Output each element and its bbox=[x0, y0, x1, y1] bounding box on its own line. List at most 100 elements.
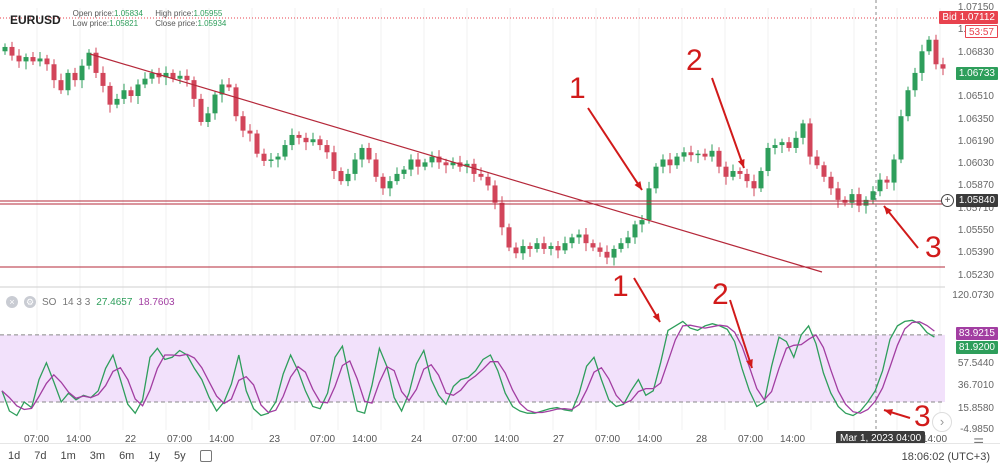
candle-body bbox=[716, 150, 722, 167]
oscillator-params: 14 3 3 bbox=[62, 296, 91, 308]
candle-body bbox=[555, 246, 561, 251]
stochastic-d-line bbox=[1, 321, 935, 414]
period-selector: 1d 7d 1m 3m 6m 1y 5y bbox=[8, 450, 212, 462]
period-6m[interactable]: 6m bbox=[119, 450, 135, 462]
countdown-tag: 53:57 bbox=[964, 25, 998, 38]
period-1m[interactable]: 1m bbox=[60, 450, 76, 462]
candle-body bbox=[660, 159, 666, 167]
candle-body bbox=[933, 39, 939, 65]
arrow-3-top-head bbox=[884, 206, 892, 215]
candle-body bbox=[926, 39, 932, 52]
candle-body bbox=[604, 251, 610, 258]
candle-body bbox=[478, 173, 484, 177]
scroll-right-button[interactable]: › bbox=[932, 412, 952, 432]
candle-body bbox=[793, 137, 799, 148]
candle-body bbox=[135, 84, 141, 97]
candle-body bbox=[317, 139, 323, 146]
trend-line bbox=[89, 53, 823, 273]
candle-body bbox=[149, 72, 155, 79]
crosshair-price-tag: 1.05840 bbox=[955, 194, 998, 207]
candle-body bbox=[730, 171, 736, 177]
oscillator-k-value: 27.4657 bbox=[96, 296, 133, 308]
arrow-2-bottom-head bbox=[746, 359, 753, 368]
crosshair-plus-icon[interactable]: + bbox=[941, 194, 954, 207]
period-1y[interactable]: 1y bbox=[148, 450, 160, 462]
price-tick-label: 1.06350 bbox=[957, 113, 994, 125]
candle-body bbox=[16, 55, 22, 62]
candle-body bbox=[219, 84, 225, 95]
period-7d[interactable]: 7d bbox=[34, 450, 47, 462]
price-tick-label: 1.07150 bbox=[957, 2, 994, 13]
candle-body bbox=[72, 72, 78, 81]
price-tick-label: 1.05390 bbox=[957, 247, 994, 259]
candle-body bbox=[891, 159, 897, 183]
candle-body bbox=[247, 130, 253, 134]
candle-body bbox=[324, 145, 330, 153]
period-3m[interactable]: 3m bbox=[89, 450, 106, 462]
candle-body bbox=[464, 163, 470, 167]
low-label: Low price: bbox=[72, 19, 110, 28]
price-tick-label: 1.06190 bbox=[957, 135, 994, 147]
candle-body bbox=[205, 113, 211, 122]
candle-body bbox=[527, 246, 533, 249]
symbol-name[interactable]: EURUSD bbox=[10, 13, 61, 27]
annotation-2-top: 2 bbox=[686, 44, 703, 77]
candle-body bbox=[821, 165, 827, 177]
candle-body bbox=[373, 159, 379, 177]
clock: 18:06:02 (UTC+3) bbox=[901, 451, 990, 463]
stochastic-k-line bbox=[1, 319, 935, 417]
close-icon[interactable]: × bbox=[6, 296, 18, 308]
price-tick-label: 1.05710 bbox=[957, 202, 994, 214]
oscillator-d-value: 18.7603 bbox=[138, 296, 175, 308]
candle-body bbox=[163, 72, 169, 78]
candle-body bbox=[562, 243, 568, 251]
time-tick-label: 22 bbox=[125, 434, 137, 445]
candle-body bbox=[597, 247, 603, 252]
candle-body bbox=[114, 98, 120, 105]
candlestick-series bbox=[2, 34, 946, 266]
candle-body bbox=[408, 159, 414, 170]
time-tick-label: 14:00 bbox=[637, 434, 663, 445]
candle-body bbox=[814, 156, 820, 166]
candle-body bbox=[198, 98, 204, 122]
candle-body bbox=[79, 65, 85, 81]
period-1d[interactable]: 1d bbox=[8, 450, 21, 462]
candle-body bbox=[44, 58, 50, 65]
annotation-2-bottom: 2 bbox=[712, 278, 729, 311]
stochastic-oscillator bbox=[1, 319, 935, 417]
oscillator-k-tag: 81.9200 bbox=[955, 341, 998, 354]
time-tick-label: 07:00 bbox=[167, 434, 193, 445]
arrow-3-top bbox=[883, 205, 919, 249]
candle-body bbox=[296, 134, 302, 138]
time-tick-label: 07:00 bbox=[452, 434, 478, 445]
period-5y[interactable]: 5y bbox=[173, 450, 186, 462]
annotation-3-top: 3 bbox=[925, 231, 942, 264]
candle-body bbox=[436, 156, 442, 163]
candle-body bbox=[51, 64, 57, 81]
arrow-1-bottom-head bbox=[652, 313, 660, 322]
calendar-icon[interactable] bbox=[199, 450, 212, 462]
candle-body bbox=[758, 171, 764, 189]
time-tick-label: 14:00 bbox=[922, 434, 948, 445]
chart-header: EURUSD Open price:1.05834 Low price:1.05… bbox=[10, 9, 236, 29]
candle-body bbox=[401, 169, 407, 174]
candle-body bbox=[667, 159, 673, 166]
annotation-arrows bbox=[587, 77, 919, 419]
candle-body bbox=[870, 191, 876, 200]
candle-body bbox=[443, 162, 449, 166]
candle-body bbox=[779, 142, 785, 146]
candle-body bbox=[86, 52, 92, 66]
gear-icon[interactable]: ⚙ bbox=[24, 296, 36, 308]
candle-body bbox=[394, 173, 400, 182]
candle-body bbox=[548, 246, 554, 249]
candle-body bbox=[184, 75, 190, 81]
candle-body bbox=[541, 243, 547, 249]
time-tick-label: 23 bbox=[269, 434, 281, 445]
candle-body bbox=[576, 234, 582, 238]
price-tick-label: 1.05550 bbox=[957, 225, 994, 236]
arrow-2-bottom bbox=[729, 299, 753, 369]
oscillator-tick-label: 15.8580 bbox=[957, 403, 994, 414]
candle-body bbox=[177, 75, 183, 79]
